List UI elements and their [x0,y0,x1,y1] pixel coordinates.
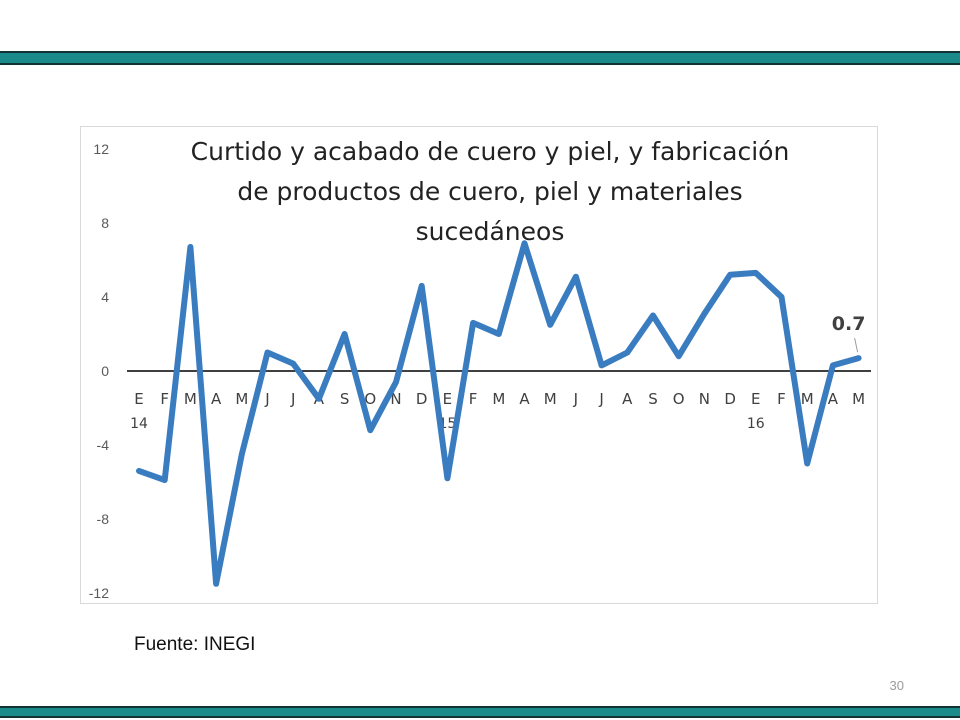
top-band [0,51,960,65]
y-tick-label: 8 [101,215,109,231]
data-point [213,581,219,587]
x-tick-label: F [160,390,169,408]
x-tick-label: A [211,390,222,408]
x-tick-label: A [828,390,839,408]
data-point [779,294,784,300]
data-point [547,322,553,328]
x-tick-label: F [469,390,478,408]
x-tick-label: F [777,390,786,408]
page-number: 30 [889,678,904,693]
data-point [676,353,682,359]
x-tick-label: M [544,390,557,408]
year-label: 16 [747,416,765,432]
data-point [522,240,527,246]
data-point [444,475,450,481]
data-point [753,270,759,276]
chart-title: Curtido y acabado de cuero y piel, y fab… [140,132,840,252]
data-point [419,283,425,289]
data-point [573,274,579,280]
data-point [650,313,656,318]
data-point [316,396,322,402]
x-tick-label: D [724,390,736,408]
year-label: 14 [130,416,148,432]
series-line [136,240,862,587]
chart-title-line-2: de productos de cuero, piel y materiales [237,177,743,206]
chart-title-line-1: Curtido y acabado de cuero y piel, y fab… [190,137,790,166]
data-point [830,362,836,368]
x-tick-label: A [519,390,530,408]
y-tick-label: 4 [101,289,109,305]
data-point [727,272,733,278]
data-label-last: 0.7 [832,313,866,335]
x-tick-label: E [134,390,143,408]
x-tick-label: J [264,390,269,408]
data-point [393,379,399,385]
x-tick-label: E [751,390,760,408]
data-point [701,311,707,317]
data-point [856,355,862,361]
x-tick-label: M [852,390,865,408]
data-point [804,461,810,466]
x-tick-label: M [492,390,505,408]
x-tick-label: O [364,390,376,408]
data-point [599,362,605,368]
x-tick-label: J [290,390,295,408]
x-tick-label: D [416,390,428,408]
y-tick-label: -12 [89,585,109,601]
x-tick-label: M [235,390,248,408]
chart-area: 12840-4-8-12EFMAMJJASONDEFMAMJJASONDEFMA… [80,126,878,604]
data-point [624,350,630,355]
data-point [367,427,373,433]
x-tick-label: S [340,390,350,408]
x-tick-label: J [573,390,578,408]
data-point [342,331,348,337]
line-chart: 12840-4-8-12EFMAMJJASONDEFMAMJJASONDEFMA… [89,141,871,601]
x-tick-label: N [390,390,401,408]
x-tick-label: O [673,390,685,408]
data-point [162,477,168,483]
y-tick-label: -8 [97,511,110,527]
y-tick-label: 12 [93,141,109,157]
data-point [290,361,296,367]
data-point [187,244,193,250]
chart-title-line-3: sucedáneos [415,217,565,246]
x-tick-label: S [648,390,658,408]
data-point [496,331,502,337]
y-tick-label: -4 [97,437,110,453]
y-tick-label: 0 [101,363,109,379]
x-tick-label: J [598,390,603,408]
bottom-band [0,706,960,718]
x-tick-label: E [443,390,452,408]
data-label-leader [854,337,859,353]
data-point [136,468,142,474]
x-tick-label: N [699,390,710,408]
data-point [239,451,245,457]
data-point [470,320,476,326]
source-note: Fuente: INEGI [134,634,256,655]
x-tick-label: M [801,390,814,408]
x-tick-label: A [622,390,633,408]
data-point [265,350,270,355]
x-tick-label: M [184,390,197,408]
